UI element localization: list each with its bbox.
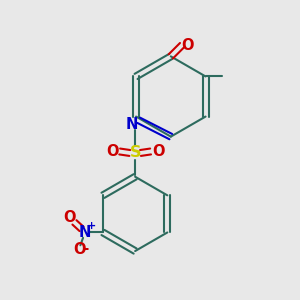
Text: N: N — [78, 225, 91, 240]
Text: N: N — [125, 117, 138, 132]
Text: S: S — [129, 146, 141, 160]
Text: O: O — [106, 144, 118, 159]
Text: -: - — [82, 241, 89, 256]
Text: O: O — [181, 38, 194, 52]
Text: O: O — [73, 242, 85, 257]
Text: O: O — [152, 144, 164, 159]
Text: O: O — [63, 210, 75, 225]
Text: +: + — [86, 221, 96, 231]
